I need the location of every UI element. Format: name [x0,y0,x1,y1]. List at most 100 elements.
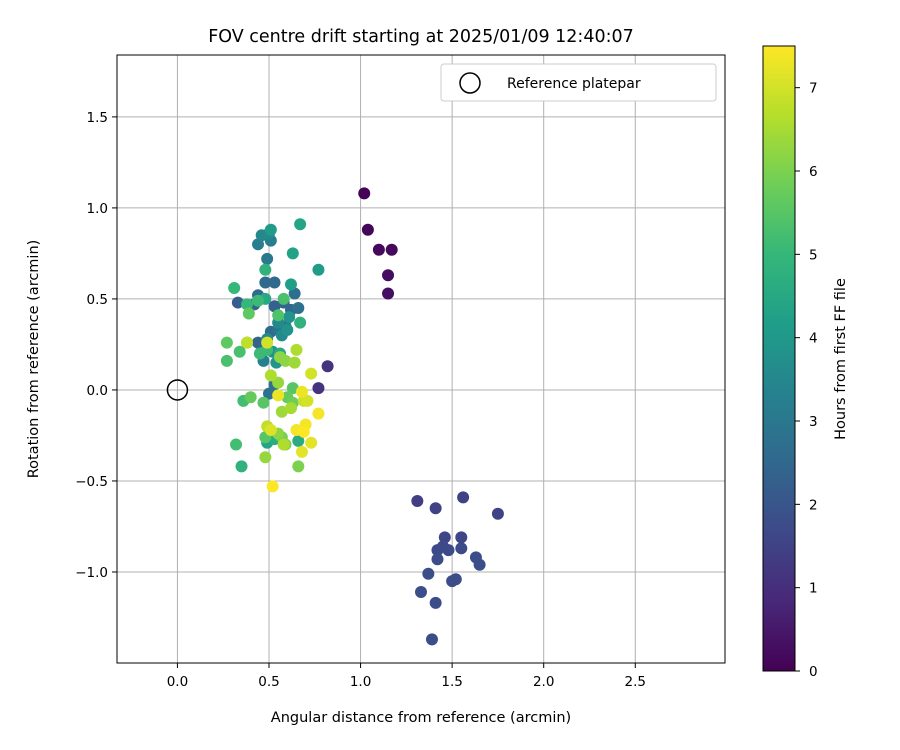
data-point [259,451,272,464]
data-point [294,316,307,329]
data-point [429,596,442,609]
data-point [312,263,325,276]
data-point [382,269,395,282]
data-point [261,336,274,349]
data-point [411,494,424,507]
data-point [259,276,272,289]
legend-box [440,63,717,102]
x-tick-label: 1.0 [350,674,371,690]
data-point [231,296,244,309]
data-point [264,423,277,436]
colorbar-tick-label: 7 [809,81,818,97]
data-point [241,336,254,349]
plot-background [117,55,725,663]
colorbar-tick-label: 0 [809,664,818,680]
scatter-points [220,187,504,646]
data-point [242,307,255,320]
reference-platepar-marker [166,379,189,401]
x-tick-label: 0.0 [167,674,188,690]
y-tick-label: 0.0 [87,383,108,399]
y-tick-label: −0.5 [75,474,108,490]
plot-frame [116,54,726,664]
data-point [286,247,299,260]
data-point [288,356,301,369]
data-point [284,278,297,291]
data-point [358,187,371,200]
data-point [272,389,285,402]
data-point [279,354,292,367]
data-point [321,360,334,373]
data-point [220,336,233,349]
data-point [385,243,398,256]
y-axis-label: Rotation from reference (arcmin) [26,240,42,479]
data-point [263,387,275,400]
data-point [277,438,290,451]
data-point [415,586,427,599]
data-point [297,425,310,438]
data-point [361,223,374,236]
legend: Reference platepar [440,63,717,102]
colorbar-ticks: 0 1 2 3 4 5 6 7 [795,81,818,680]
x-tick-label: 1.5 [441,674,462,690]
legend-label: Reference platepar [507,76,641,92]
data-point [436,540,449,553]
data-point [305,436,318,449]
data-point [261,252,274,265]
data-point [259,263,272,276]
data-point [294,218,307,231]
y-tick-label: 1.5 [87,110,108,126]
colorbar-label: Hours from first FF file [833,278,849,440]
data-point [301,394,314,407]
data-point [295,385,308,398]
data-point [275,405,288,418]
data-point [422,567,435,580]
data-point [252,336,265,349]
y-tick-label: −1.0 [75,565,108,581]
data-point [272,309,285,322]
data-point [292,460,305,473]
colorbar-tick-label: 3 [809,414,818,430]
data-point [455,531,468,544]
x-tick-label: 2.5 [625,674,646,690]
colorbar-tick-label: 6 [809,164,818,180]
data-point [457,491,470,504]
colorbar-tick-label: 2 [809,497,818,513]
y-gridlines [117,116,725,573]
chart-title: FOV centre drift starting at 2025/01/09 … [208,27,634,47]
data-point [252,238,265,251]
data-point [264,223,277,236]
data-point [425,633,438,646]
data-point [429,502,442,515]
data-point [268,276,281,289]
x-axis-ticks: 0.0 0.5 1.0 1.5 2.0 2.5 [167,663,646,690]
x-tick-label: 0.5 [258,674,279,690]
data-point [252,294,265,307]
y-axis-ticks: −1.0 −0.5 0.0 0.5 1.0 1.5 [75,110,117,581]
data-point [277,292,290,305]
colorbar-tick-label: 4 [809,331,818,347]
data-point [272,376,285,389]
data-point [292,302,305,315]
data-point [473,558,486,571]
data-point [292,434,305,447]
data-point [281,323,294,336]
data-point [268,300,281,313]
x-tick-label: 2.0 [533,674,554,690]
colorbar-gradient [762,45,796,672]
data-point [230,438,243,451]
data-point [372,243,385,256]
data-point [284,402,297,415]
data-point [220,354,233,367]
colorbar: 0 1 2 3 4 5 6 7 Hours from first FF file [762,45,849,680]
data-point [290,343,303,356]
y-tick-label: 1.0 [87,201,108,217]
x-axis-label: Angular distance from reference (arcmin) [271,710,571,726]
data-point [431,553,444,566]
data-point [228,282,241,295]
colorbar-tick-label: 5 [809,247,818,263]
data-point [286,382,299,395]
data-point [266,480,279,493]
plot-area [116,54,726,664]
data-point [295,445,308,458]
